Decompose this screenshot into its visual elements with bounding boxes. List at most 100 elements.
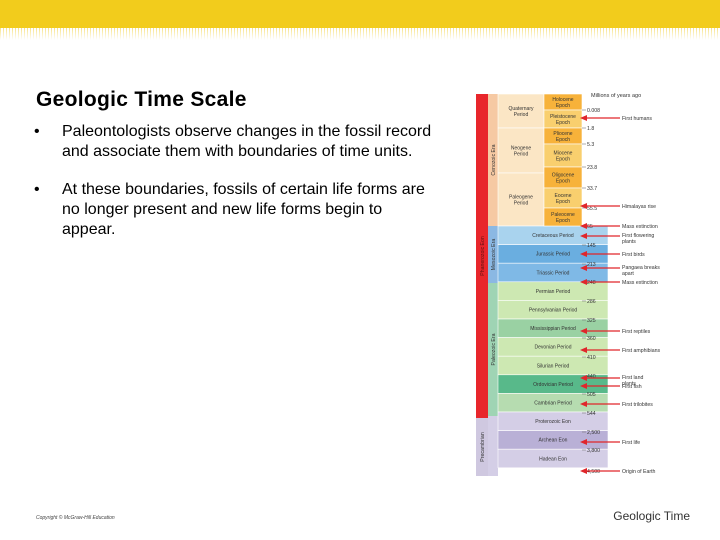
event-arrowhead: [580, 383, 587, 389]
age-label: 23.8: [587, 165, 597, 171]
bullet-list: • Paleontologists observe changes in the…: [30, 122, 440, 258]
slide-title: Geologic Time Scale: [36, 88, 247, 111]
period-label: Triassic Period: [537, 270, 570, 276]
age-label: 4,500: [587, 469, 600, 475]
age-label: 440: [587, 374, 596, 380]
event-label: First amphibians: [622, 348, 660, 354]
event-arrowhead: [580, 233, 587, 239]
event-label: Mass extinction: [622, 280, 658, 286]
period-label: Proterozoic Eon: [535, 419, 571, 425]
event-label: Origin of Earth: [622, 469, 656, 475]
era-filler: [488, 416, 498, 476]
copyright: Copyright © McGraw-Hill Education: [36, 515, 115, 521]
age-label: 213: [587, 262, 596, 268]
age-label: 360: [587, 336, 596, 342]
eon-label: Phanerozoic Eon: [480, 236, 486, 276]
age-label: 325: [587, 318, 596, 324]
event-arrowhead: [580, 223, 587, 229]
period-label: Devonian Period: [535, 345, 572, 351]
epoch-label: Oligocene Epoch: [552, 172, 575, 184]
period-bar: [497, 127, 545, 174]
footer-label: Geologic Time: [613, 509, 690, 523]
eon-bar: [476, 94, 488, 418]
age-label: 2,500: [587, 430, 600, 436]
period-label: Quaternary Period: [508, 106, 534, 118]
event-arrowhead: [580, 439, 587, 445]
era-bar: [488, 226, 498, 283]
period-label: Silurian Period: [537, 363, 570, 369]
epoch-label: Miocene Epoch: [554, 150, 573, 162]
event-arrowhead: [580, 265, 587, 271]
era-bar: [488, 283, 498, 416]
age-label: 33.7: [587, 186, 597, 192]
era-label: Cenozoic Era: [491, 144, 497, 175]
era-label: Mesozoic Era: [491, 239, 497, 271]
age-label: 55.5: [587, 206, 597, 212]
event-label: First reptiles: [622, 329, 651, 335]
eon-bar: [476, 418, 488, 476]
age-label: 0.008: [587, 108, 600, 114]
age-label: 544: [587, 411, 596, 417]
age-label: 248: [587, 280, 596, 286]
period-label: Ordovician Period: [533, 382, 573, 388]
period-label: Pennsylvanian Period: [529, 307, 578, 313]
event-arrowhead: [580, 203, 587, 209]
epoch-label: Paleocene Epoch: [551, 212, 575, 224]
event-arrowhead: [580, 468, 587, 474]
era-label: Paleozoic Era: [491, 333, 497, 365]
event-label: First birds: [622, 252, 645, 258]
event-label: First humans: [622, 116, 652, 122]
period-label: Cretaceous Period: [532, 233, 574, 239]
event-arrowhead: [580, 328, 587, 334]
chart-header: Millions of years ago: [591, 93, 641, 99]
period-label: Jurassic Period: [536, 252, 570, 258]
epoch-bar: [543, 207, 583, 227]
bullet-item: • At these boundaries, fossils of certai…: [30, 180, 440, 240]
period-label: Neogene Period: [511, 145, 532, 157]
bullet-text: At these boundaries, fossils of certain …: [62, 181, 425, 238]
epoch-label: Pleistocene Epoch: [550, 114, 576, 126]
header-band: [0, 0, 720, 28]
period-bar: [497, 448, 609, 469]
age-label: 5.3: [587, 142, 594, 148]
epoch-label: Holocene Epoch: [552, 97, 573, 109]
age-label: 505: [587, 392, 596, 398]
age-label: 286: [587, 299, 596, 305]
event-arrowhead: [580, 375, 587, 381]
age-label: 65: [587, 224, 593, 230]
period-label: Hadean Eon: [539, 456, 567, 462]
event-label: apart: [622, 271, 634, 277]
event-label: First life: [622, 440, 640, 446]
event-arrowhead: [580, 347, 587, 353]
event-label: First fish: [622, 384, 642, 390]
event-label: First land: [622, 375, 643, 381]
bullet-symbol: •: [34, 123, 40, 140]
event-label: Himalayas rise: [622, 204, 656, 210]
period-label: Mississippian Period: [530, 326, 576, 332]
event-label: plants: [622, 239, 636, 245]
event-arrowhead: [580, 115, 587, 121]
age-label: 410: [587, 355, 596, 361]
event-label: First flowering: [622, 233, 654, 239]
bullet-item: • Paleontologists observe changes in the…: [30, 122, 440, 162]
eon-label: Precambrian: [480, 432, 486, 462]
event-arrowhead: [580, 401, 587, 407]
geologic-time-scale-chart: Millions of years ago Phanerozoic Eon Prec…: [476, 93, 660, 476]
period-label: Paleogene Period: [509, 194, 533, 206]
epoch-label: Eocene Epoch: [555, 193, 572, 205]
epoch-label: Pliocene Epoch: [553, 131, 572, 143]
event-label: Pangaea breaks: [622, 265, 660, 271]
bullet-symbol: •: [34, 181, 40, 198]
period-label: Permian Period: [536, 289, 571, 295]
event-label: Mass extinction: [622, 224, 658, 230]
bullet-text: Paleontologists observe changes in the f…: [62, 123, 432, 160]
event-label: First trilobites: [622, 402, 653, 408]
event-arrowhead: [580, 279, 587, 285]
age-label: 3,800: [587, 448, 600, 454]
age-label: 1.8: [587, 126, 594, 132]
period-label: Cambrian Period: [534, 400, 572, 406]
period-label: Archean Eon: [539, 438, 568, 444]
era-bar: [488, 94, 498, 226]
event-arrowhead: [580, 251, 587, 257]
event-label: plants: [622, 381, 636, 387]
